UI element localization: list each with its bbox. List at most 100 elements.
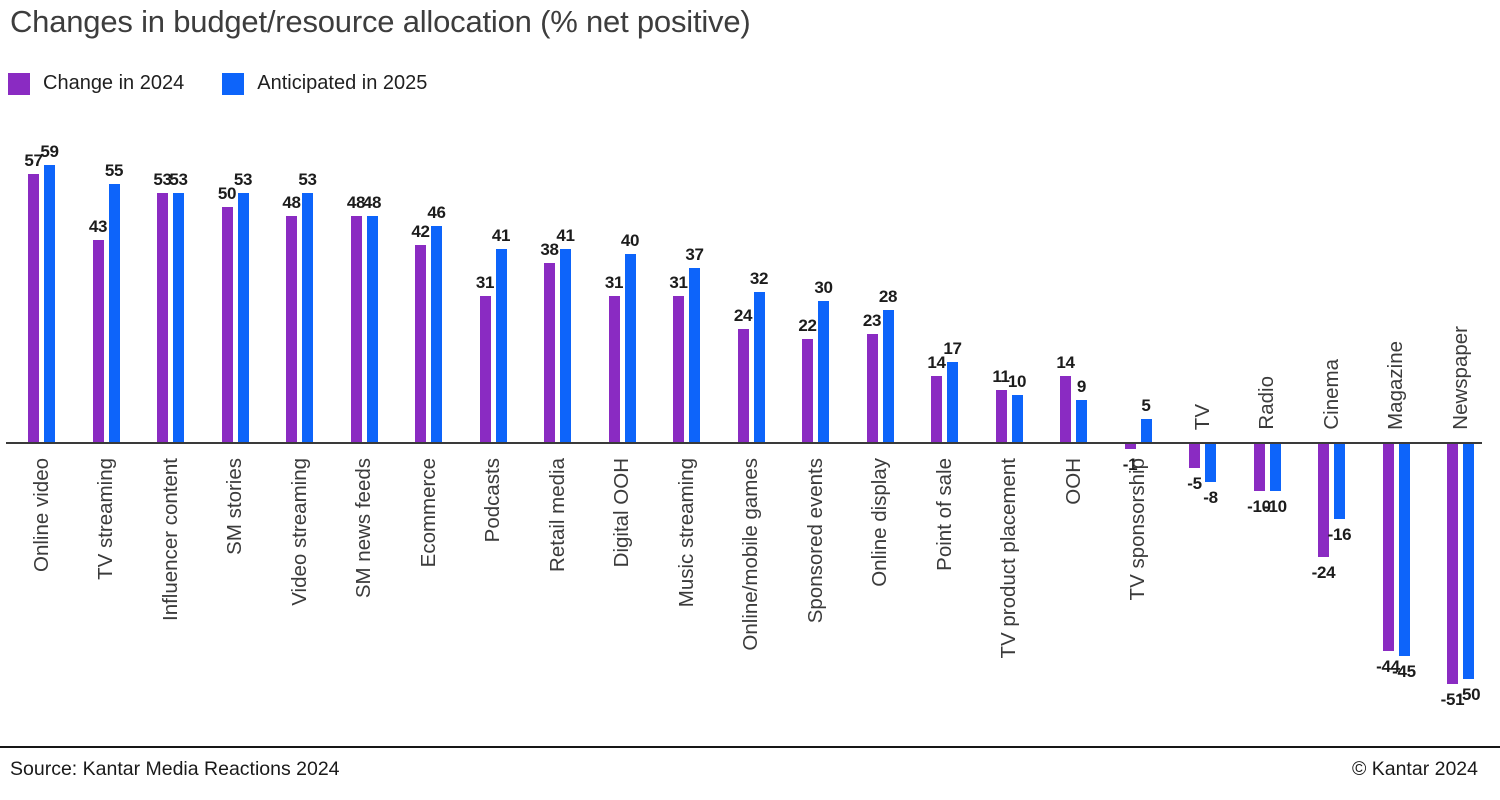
value-label-2024-tv-streaming: 43 [88, 216, 108, 236]
value-label-2024-sponsored-events: 22 [798, 315, 817, 335]
category-label-video-streaming: Video streaming [287, 458, 311, 606]
value-label-2024-magazine: -44 [1376, 656, 1400, 676]
bar-2025-tv-streaming [108, 183, 120, 442]
bar-2024-newspaper [1447, 444, 1458, 684]
bar-2025-sponsored-events [818, 301, 829, 442]
value-label-2024-music-streaming: 31 [669, 273, 688, 293]
bar-2024-digital-ooh [608, 296, 620, 442]
value-label-2024-podcasts: 31 [475, 273, 495, 293]
category-label-podcasts: Podcasts [481, 458, 504, 543]
bar-2024-online-video [28, 174, 39, 442]
bar-2024-retail-media [544, 263, 555, 442]
category-label-influencer-content: Influencer content [158, 458, 182, 621]
value-label-2024-online-mobile-games: 24 [733, 306, 753, 326]
bar-2025-retail-media [560, 249, 571, 442]
value-label-2025-sponsored-events: 30 [814, 278, 833, 297]
value-label-2024-online-display: 23 [862, 310, 882, 330]
bar-2024-music-streaming [673, 296, 684, 442]
bar-2025-digital-ooh [624, 254, 636, 442]
legend-swatch-2024 [8, 72, 30, 95]
value-label-2024-tv: -5 [1187, 473, 1202, 493]
bar-2024-ooh [1060, 376, 1071, 442]
category-label-digital-ooh: Digital OOH [610, 458, 633, 568]
bar-2025-tv [1205, 444, 1216, 482]
bar-2024-sm-stories [221, 207, 233, 442]
bar-2025-magazine [1398, 444, 1410, 656]
value-label-2024-point-of-sale: 14 [927, 353, 946, 373]
category-label-radio: Radio [1255, 376, 1278, 430]
footer: Source: Kantar Media Reactions 2024 © Ka… [10, 758, 1478, 781]
bar-2024-online-mobile-games [737, 329, 749, 442]
legend: Change in 2024 Anticipated in 2025 [8, 72, 465, 95]
value-label-2024-tv-product-placement: 11 [992, 367, 1010, 387]
value-label-2024-retail-media: 38 [540, 240, 559, 260]
category-label-online-mobile-games: Online/mobile games [739, 458, 762, 651]
value-label-2025-retail-media: 41 [556, 226, 575, 246]
bar-2024-tv-streaming [92, 239, 104, 442]
legend-label-2024: Change in 2024 [43, 72, 185, 94]
category-label-magazine: Magazine [1384, 341, 1407, 430]
value-label-2024-sm-stories: 50 [217, 184, 237, 203]
bar-2024-sponsored-events [802, 338, 813, 442]
bar-2025-tv-product-placement [1011, 395, 1023, 442]
bar-2025-cinema [1334, 444, 1345, 520]
category-label-ooh: OOH [1061, 458, 1085, 505]
value-label-2024-online-video: 57 [24, 151, 43, 171]
bar-2025-ooh [1076, 399, 1087, 442]
value-label-2025-radio: -10 [1263, 497, 1287, 516]
bar-2025-sm-news-feeds [366, 216, 378, 442]
value-label-2025-sm-stories: 53 [233, 169, 253, 189]
value-label-2025-influencer-content: 53 [169, 169, 188, 189]
value-label-2024-influencer-content: 53 [153, 169, 172, 189]
category-label-tv-sponsorship: TV sponsorship [1126, 458, 1149, 601]
category-label-cinema: Cinema [1319, 359, 1343, 430]
category-label-sm-news-feeds: SM news feeds [352, 458, 375, 599]
category-label-newspaper: Newspaper [1448, 326, 1472, 430]
value-label-2024-ecommerce: 42 [411, 221, 430, 241]
category-label-tv: TV [1190, 403, 1214, 430]
bar-2024-online-display [866, 333, 878, 442]
value-label-2025-tv-product-placement: 10 [1007, 372, 1027, 391]
value-label-2025-tv-sponsorship: 5 [1141, 395, 1151, 415]
legend-label-2025: Anticipated in 2025 [257, 72, 428, 94]
bar-2024-influencer-content [157, 192, 168, 442]
category-label-online-video: Online video [29, 458, 53, 572]
bar-chart: 57 59 Online video 43 55 TV streaming 53 53 Infl… [0, 120, 1500, 746]
value-label-2025-point-of-sale: 17 [943, 339, 962, 359]
value-label-2025-music-streaming: 37 [685, 245, 704, 265]
bar-2025-radio [1269, 444, 1281, 491]
bar-2025-music-streaming [689, 268, 700, 442]
bar-2024-tv-product-placement [995, 390, 1007, 442]
legend-item-change-2024: Change in 2024 [8, 72, 184, 95]
bar-2024-cinema [1318, 444, 1329, 557]
copyright-text: © Kantar 2024 [1351, 758, 1478, 780]
value-label-2025-newspaper: -50 [1456, 685, 1481, 704]
category-label-ecommerce: Ecommerce [416, 458, 440, 568]
bar-2024-sm-news-feeds [350, 216, 362, 442]
legend-item-anticipated-2025: Anticipated in 2025 [222, 72, 427, 95]
value-label-2025-podcasts: 41 [491, 226, 511, 246]
chart-title: Changes in budget/resource allocation (%… [10, 4, 751, 39]
bar-2025-ecommerce [431, 225, 442, 442]
category-label-retail-media: Retail media [545, 458, 569, 572]
bar-2024-tv [1189, 444, 1200, 468]
x-axis-line [6, 442, 1482, 444]
footer-divider [0, 746, 1500, 748]
value-label-2025-ecommerce: 46 [427, 202, 446, 222]
category-label-tv-streaming: TV streaming [94, 458, 117, 580]
bar-2025-video-streaming [302, 192, 313, 442]
value-label-2025-magazine: -45 [1392, 661, 1416, 681]
value-label-2025-online-display: 28 [878, 287, 898, 307]
category-label-point-of-sale: Point of sale [932, 458, 956, 571]
bar-2024-radio [1253, 444, 1265, 491]
value-label-2024-video-streaming: 48 [282, 193, 301, 213]
value-label-2024-cinema: -24 [1311, 562, 1336, 582]
legend-swatch-2025 [222, 72, 245, 95]
category-label-sponsored-events: Sponsored events [803, 458, 827, 624]
bar-2025-online-video [44, 164, 55, 442]
bar-2025-online-display [882, 310, 894, 442]
bar-2024-point-of-sale [931, 376, 942, 442]
value-label-2024-ooh: 14 [1056, 353, 1075, 373]
value-label-2024-newspaper: -51 [1440, 689, 1465, 709]
